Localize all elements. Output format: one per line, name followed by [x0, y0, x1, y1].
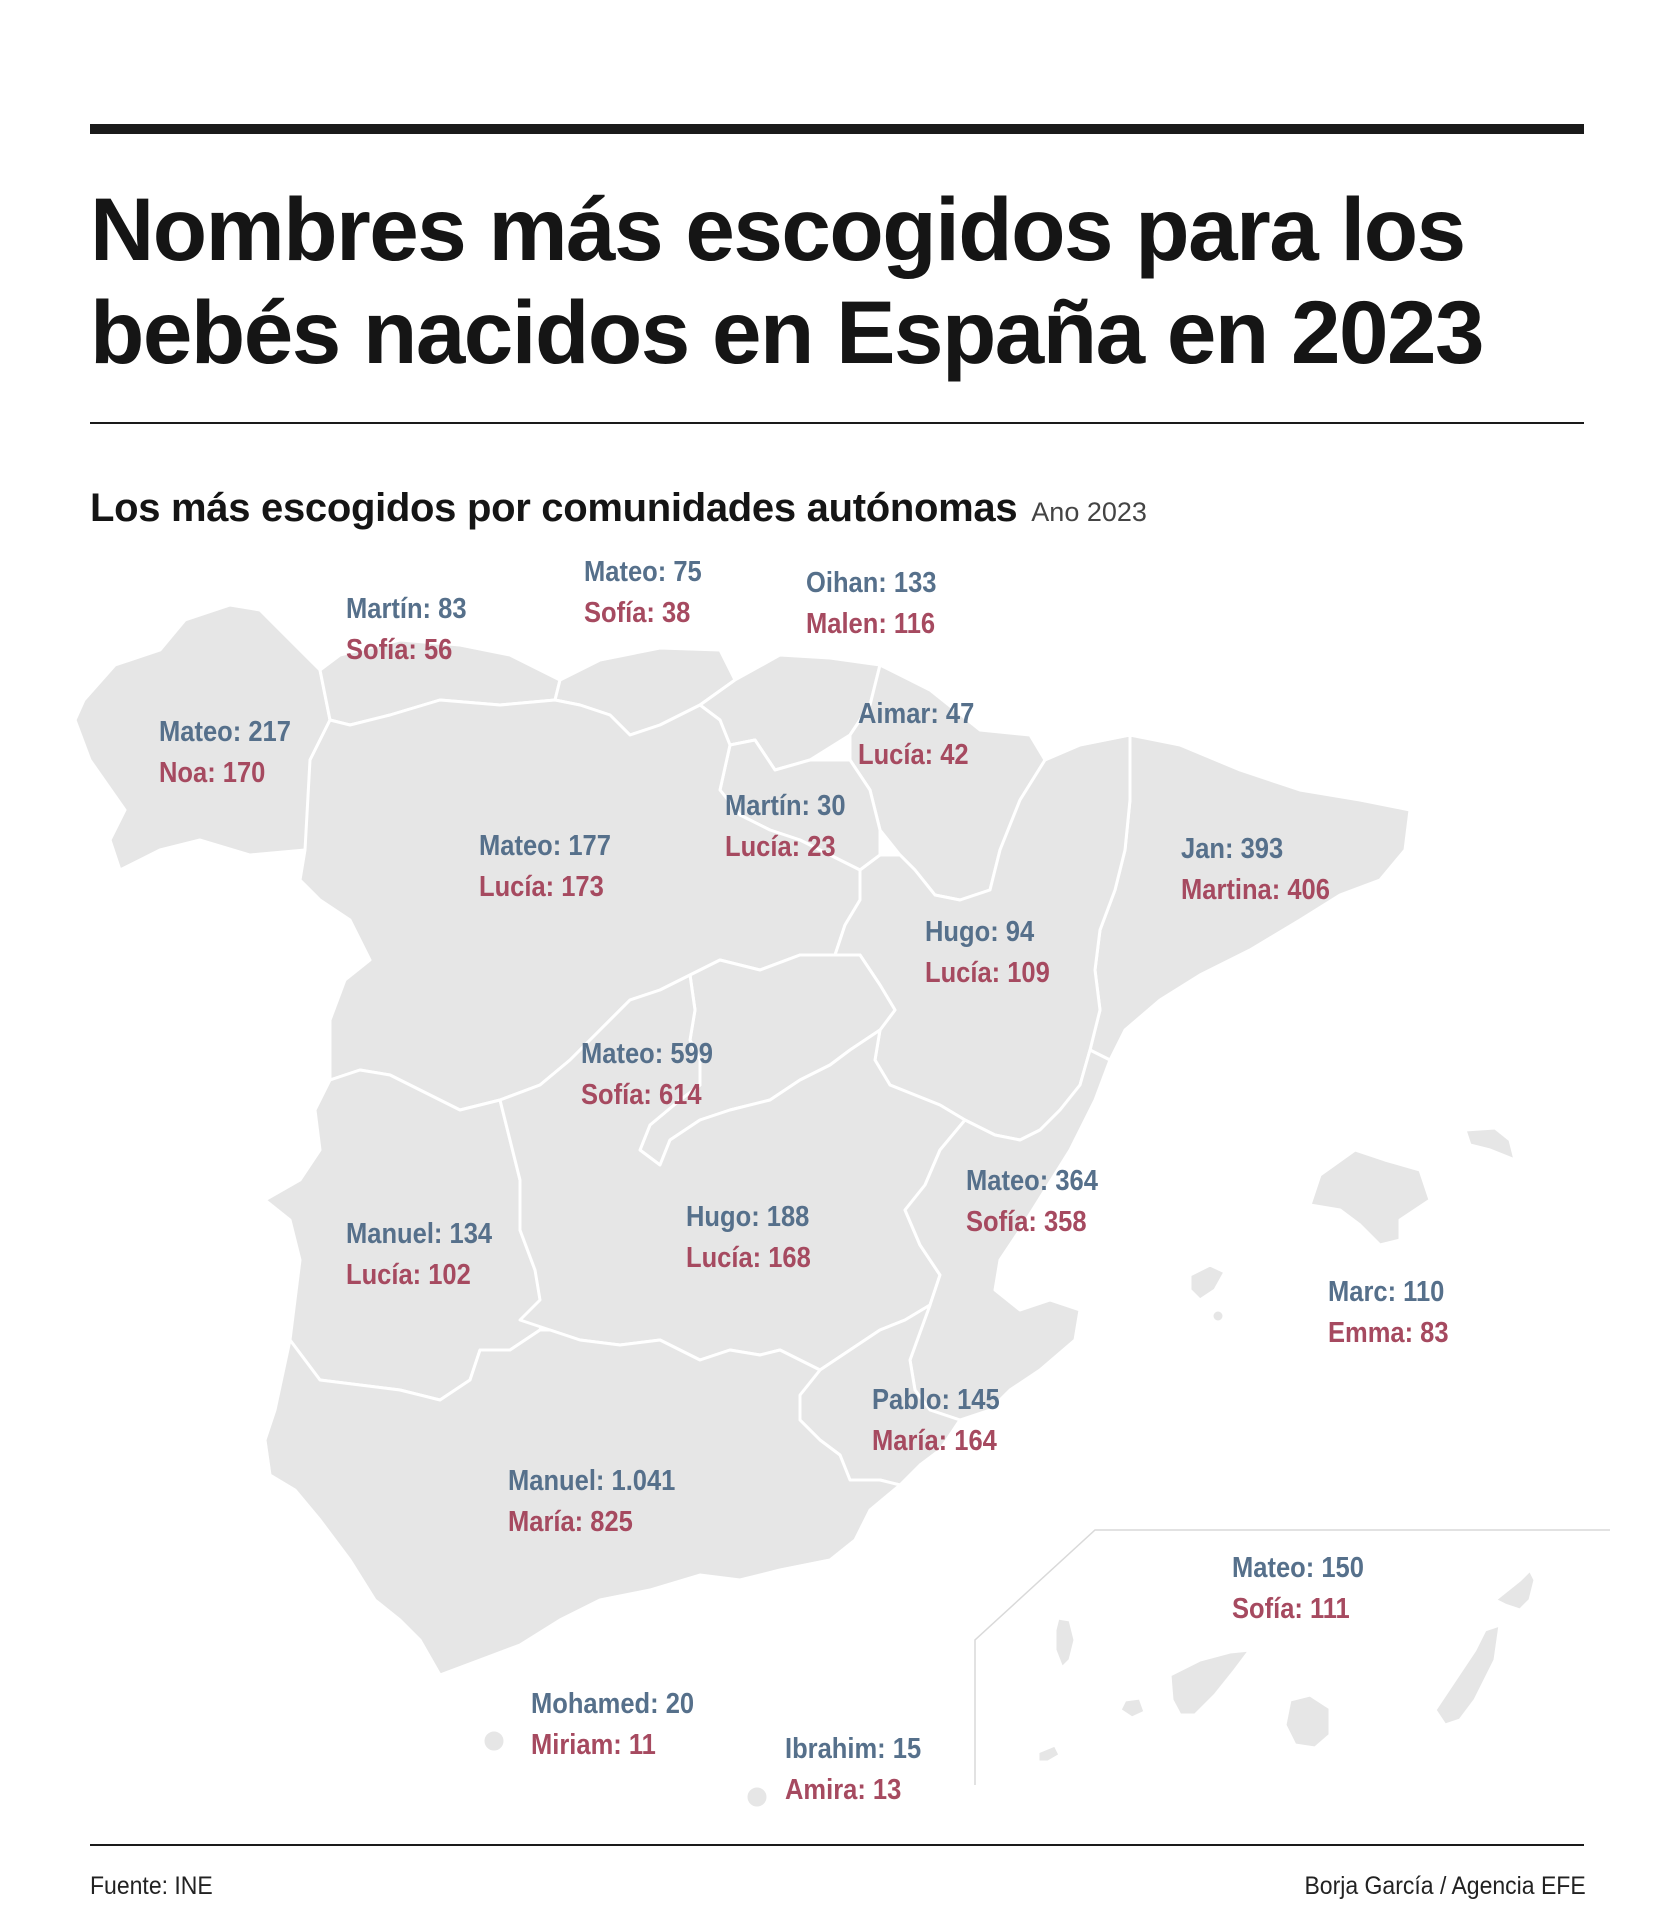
label-girl: Lucía: 173 [479, 871, 604, 903]
label-girl: Lucía: 168 [686, 1242, 811, 1274]
canarias-hierro [1036, 1743, 1062, 1764]
year-note: Ano 2023 [1031, 497, 1147, 527]
label-boy: Manuel: 134 [346, 1218, 493, 1250]
label-boy: Jan: 393 [1181, 833, 1284, 865]
map-subtitle: Los más escogidos por comunidades autóno… [90, 486, 1018, 530]
label-baleares: Marc: 110 Emma: 83 [1328, 1272, 1449, 1354]
label-castilla-y-leon: Mateo: 177 Lucía: 173 [479, 826, 611, 908]
region-ceuta [481, 1728, 507, 1754]
label-girl: María: 164 [872, 1425, 997, 1457]
label-boy: Manuel: 1.041 [508, 1465, 676, 1497]
label-ceuta: Mohamed: 20 Miriam: 11 [531, 1684, 694, 1766]
label-navarra: Aimar: 47 Lucía: 42 [858, 694, 974, 776]
label-girl: Noa: 170 [159, 757, 266, 789]
title-rule [90, 422, 1584, 424]
region-andalucia [263, 1328, 902, 1677]
label-girl: Sofía: 614 [581, 1079, 702, 1111]
label-aragon: Hugo: 94 Lucía: 109 [925, 912, 1050, 994]
label-girl: Sofía: 111 [1232, 1593, 1350, 1625]
label-girl: Lucía: 23 [725, 831, 836, 863]
label-boy: Mohamed: 20 [531, 1688, 695, 1720]
label-boy: Oihan: 133 [806, 567, 937, 599]
label-boy: Martín: 30 [725, 790, 846, 822]
label-la-rioja: Martín: 30 Lucía: 23 [725, 786, 846, 868]
canarias-inset-frame [974, 1529, 1610, 1785]
label-girl: Lucía: 102 [346, 1259, 471, 1291]
label-girl: Martina: 406 [1181, 874, 1330, 906]
label-girl: Sofía: 358 [966, 1206, 1087, 1238]
canarias-lanzarote [1493, 1568, 1537, 1612]
label-castilla-la-mancha: Hugo: 188 Lucía: 168 [686, 1197, 811, 1279]
label-extremadura: Manuel: 134 Lucía: 102 [346, 1214, 492, 1296]
label-cataluna: Jan: 393 Martina: 406 [1181, 829, 1330, 911]
label-murcia: Pablo: 145 María: 164 [872, 1380, 1000, 1462]
label-girl: Sofía: 56 [346, 634, 453, 666]
subtitle-row: Los más escogidos por comunidades autóno… [90, 486, 1147, 531]
canarias-fuerteventura [1433, 1623, 1502, 1727]
label-girl: Miriam: 11 [531, 1729, 656, 1761]
label-asturias: Martín: 83 Sofía: 56 [346, 589, 467, 671]
label-boy: Mateo: 150 [1232, 1552, 1364, 1584]
region-baleares-formentera [1210, 1308, 1226, 1324]
label-cantabria: Mateo: 75 Sofía: 38 [584, 552, 702, 634]
label-galicia: Mateo: 217 Noa: 170 [159, 712, 291, 794]
label-valencia: Mateo: 364 Sofía: 358 [966, 1161, 1098, 1243]
region-valencia [903, 1048, 1112, 1422]
label-boy: Pablo: 145 [872, 1384, 1000, 1416]
label-boy: Martín: 83 [346, 593, 467, 625]
label-boy: Ibrahim: 15 [785, 1733, 922, 1765]
region-baleares-ibiza [1188, 1263, 1227, 1302]
label-andalucia: Manuel: 1.041 María: 825 [508, 1461, 675, 1543]
region-baleares [1308, 1148, 1432, 1247]
label-melilla: Ibrahim: 15 Amira: 13 [785, 1729, 921, 1811]
canarias-tenerife [1168, 1648, 1252, 1717]
bottom-rule [90, 1844, 1584, 1846]
label-boy: Mateo: 599 [581, 1038, 713, 1070]
label-pais-vasco: Oihan: 133 Malen: 116 [806, 563, 936, 645]
label-girl: Emma: 83 [1328, 1317, 1449, 1349]
canarias-gran-canaria [1283, 1693, 1332, 1750]
page-title: Nombres más escogidos para los bebés nac… [90, 179, 1484, 382]
label-girl: Amira: 13 [785, 1774, 902, 1806]
label-girl: Malen: 116 [806, 608, 936, 640]
top-rule [90, 124, 1584, 134]
source-note: Fuente: INE [90, 1872, 213, 1900]
canarias-gomera [1118, 1696, 1147, 1720]
label-boy: Mateo: 75 [584, 556, 702, 588]
canarias-la-palma [1053, 1616, 1077, 1670]
region-baleares-menorca [1463, 1126, 1517, 1162]
region-melilla [744, 1784, 770, 1810]
label-girl: Lucía: 109 [925, 957, 1050, 989]
label-boy: Aimar: 47 [858, 698, 975, 730]
label-madrid: Mateo: 599 Sofía: 614 [581, 1034, 713, 1116]
label-girl: María: 825 [508, 1506, 633, 1538]
label-boy: Mateo: 217 [159, 716, 291, 748]
credit-note: Borja García / Agencia EFE [1304, 1872, 1586, 1900]
label-boy: Mateo: 177 [479, 830, 611, 862]
label-boy: Mateo: 364 [966, 1165, 1098, 1197]
label-canarias: Mateo: 150 Sofía: 111 [1232, 1548, 1364, 1630]
label-boy: Hugo: 188 [686, 1201, 810, 1233]
label-girl: Sofía: 38 [584, 597, 691, 629]
label-boy: Hugo: 94 [925, 916, 1035, 948]
label-girl: Lucía: 42 [858, 739, 969, 771]
label-boy: Marc: 110 [1328, 1276, 1445, 1308]
